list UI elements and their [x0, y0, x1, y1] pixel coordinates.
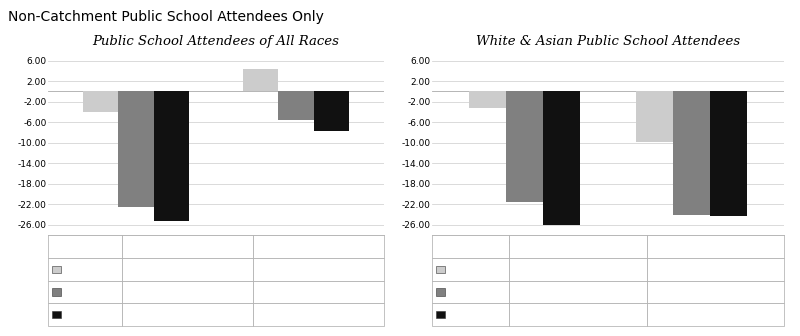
Bar	[506, 91, 542, 202]
Text: -3.24: -3.24	[566, 265, 590, 274]
Bar	[278, 91, 314, 120]
Bar	[542, 91, 579, 225]
Text: High: High	[66, 310, 86, 319]
Bar	[154, 91, 189, 221]
Bar	[118, 91, 154, 207]
Title: White & Asian Public School Attendees: White & Asian Public School Attendees	[476, 35, 740, 48]
Text: Medium: Medium	[66, 287, 102, 296]
Bar	[674, 91, 710, 215]
Text: -22.51: -22.51	[173, 287, 202, 296]
Text: Latino/Black/Other: Latino/Black/Other	[276, 242, 361, 251]
Text: Low: Low	[450, 265, 468, 274]
Text: -25.98: -25.98	[563, 310, 593, 319]
Text: -5.54: -5.54	[307, 287, 330, 296]
Text: Non-Catchment Public School Attendees Only: Non-Catchment Public School Attendees On…	[8, 10, 324, 24]
Text: 4.36: 4.36	[309, 265, 329, 274]
Text: High: High	[450, 310, 471, 319]
Bar	[637, 91, 674, 142]
Text: -25.22: -25.22	[173, 310, 202, 319]
Bar	[469, 91, 506, 108]
Text: -24.01: -24.01	[701, 287, 730, 296]
Bar	[83, 91, 118, 112]
Bar	[710, 91, 747, 216]
Text: Non-LAUSD: Non-LAUSD	[552, 242, 604, 251]
Text: -24.26: -24.26	[701, 310, 730, 319]
Text: Low: Low	[66, 265, 83, 274]
Text: -21.53: -21.53	[563, 287, 593, 296]
Text: LAUSD: LAUSD	[700, 242, 730, 251]
Text: -4.02: -4.02	[176, 265, 199, 274]
Text: -9.82: -9.82	[704, 265, 727, 274]
Title: Public School Attendees of All Races: Public School Attendees of All Races	[93, 35, 339, 48]
Text: Medium: Medium	[450, 287, 486, 296]
Bar	[314, 91, 349, 131]
Text: -7.68: -7.68	[306, 310, 330, 319]
Bar	[243, 69, 278, 91]
Text: White/Asian: White/Asian	[160, 242, 214, 251]
